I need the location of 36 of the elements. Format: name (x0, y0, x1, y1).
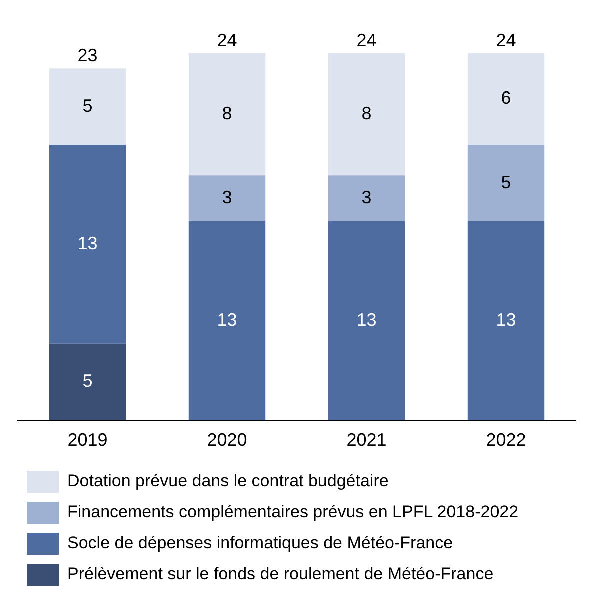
data-label: 13 (78, 233, 98, 254)
data-label: 5 (501, 172, 512, 192)
bar (49, 145, 126, 344)
data-label: 13 (496, 310, 516, 330)
data-label: 3 (362, 188, 372, 208)
bar (468, 53, 545, 146)
data-label: 8 (362, 103, 372, 124)
legend-label: Financements complémentaires prévus en LPFL 2018-2022 (68, 502, 519, 522)
bar (188, 222, 266, 420)
bar (468, 145, 545, 222)
data-label: 13 (217, 310, 238, 330)
data-label: 6 (501, 88, 512, 108)
bar (328, 176, 406, 222)
bar (468, 222, 545, 420)
total-label: 23 (78, 46, 98, 66)
legend-label: Dotation prévue dans le contrat budgétaire (68, 472, 389, 491)
bar (49, 344, 126, 420)
total-label: 24 (356, 30, 377, 50)
legend-label: Prélèvement sur le fonds de roulement de Météo-France (68, 564, 494, 584)
x-tick-label: 2021 (346, 430, 387, 450)
data-label: 5 (82, 96, 93, 116)
bar (49, 68, 126, 146)
data-label: 8 (222, 103, 232, 124)
legend-label: Socle de dépenses informatiques de Météo-France (68, 534, 454, 553)
bar (328, 53, 406, 176)
bar (328, 222, 406, 420)
x-tick-label: 2019 (68, 430, 108, 450)
total-label: 24 (217, 30, 238, 50)
x-tick-label: 2020 (207, 430, 248, 450)
data-label: 5 (82, 371, 93, 392)
data-label: 3 (222, 188, 232, 208)
data-label: 13 (356, 310, 377, 330)
x-tick-label: 2022 (486, 430, 526, 450)
bar (188, 176, 266, 222)
bar (188, 53, 266, 176)
total-label: 24 (496, 30, 516, 50)
